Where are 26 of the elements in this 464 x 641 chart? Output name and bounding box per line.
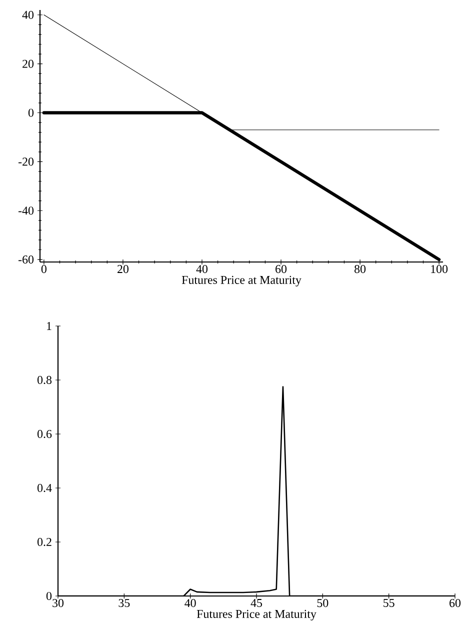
y-tick-label: 20 bbox=[22, 60, 34, 68]
y-tick-label: 0 bbox=[28, 108, 34, 117]
x-tick-label: 100 bbox=[431, 265, 448, 274]
y-tick-label: 1 bbox=[47, 322, 52, 330]
x-tick-label: 80 bbox=[354, 265, 366, 274]
x-tick-label: 60 bbox=[450, 599, 461, 608]
x-tick-label: 45 bbox=[250, 599, 262, 607]
x-tick-label: 40 bbox=[196, 265, 208, 274]
y-tick-label: -40 bbox=[18, 206, 34, 215]
x-tick-label: 55 bbox=[384, 599, 394, 607]
y-tick-label: -20 bbox=[18, 158, 34, 166]
y-tick-label: -60 bbox=[18, 256, 34, 264]
x-tick-label: 30 bbox=[52, 599, 64, 608]
x-tick-label: 20 bbox=[118, 265, 128, 274]
x-tick-label: 35 bbox=[118, 599, 130, 608]
y-tick-label: 40 bbox=[22, 10, 34, 19]
x-tick-label: 40 bbox=[184, 599, 196, 608]
y-tick-label: 0.2 bbox=[38, 538, 52, 546]
x-axis-title: Futures Price at Maturity bbox=[196, 610, 316, 620]
x-tick-label: 60 bbox=[276, 265, 287, 274]
y-tick-label: 0.6 bbox=[38, 430, 52, 438]
x-tick-label: 50 bbox=[317, 599, 328, 608]
x-axis-title: Futures Price at Maturity bbox=[182, 276, 302, 286]
y-tick-label: 0.8 bbox=[38, 376, 52, 384]
y-tick-label: 0.4 bbox=[38, 484, 52, 492]
y-tick-label: 0 bbox=[46, 592, 52, 600]
